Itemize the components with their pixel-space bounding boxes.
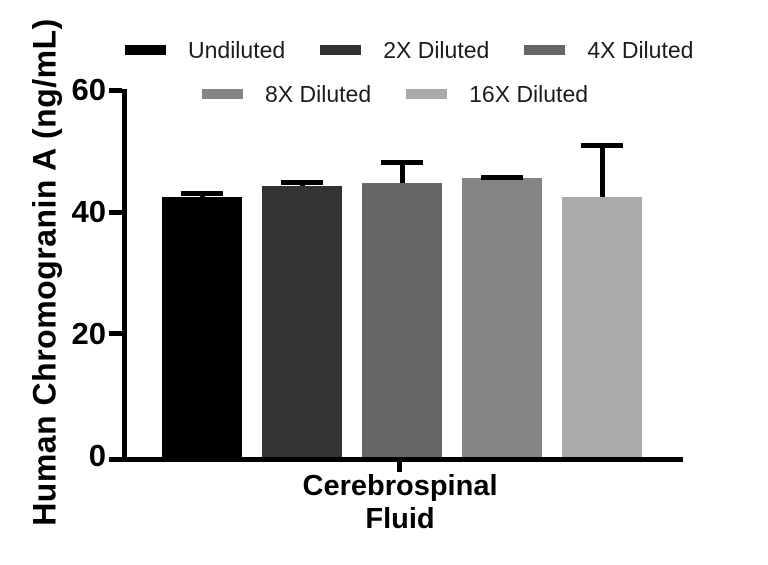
y-tick-mark-40 <box>109 209 122 215</box>
legend-item-8x-diluted: 8X Diluted <box>202 81 371 108</box>
legend-item-4x-diluted: 4X Diluted <box>524 37 693 64</box>
error-bar-cap-2 <box>381 159 423 165</box>
legend-item-2x-diluted: 2X Diluted <box>320 37 489 64</box>
legend-label: 16X Diluted <box>469 80 589 107</box>
legend-swatch-icon <box>524 45 566 55</box>
legend-swatch-icon <box>406 89 448 99</box>
legend-label: 8X Diluted <box>265 80 372 107</box>
legend-swatch-icon <box>202 89 243 99</box>
y-tick-label-40: 40 <box>71 194 106 230</box>
x-category-label: Cerebrospinal Fluid <box>302 470 498 535</box>
y-tick-label-60: 60 <box>71 72 106 108</box>
legend-row-2: 8X Diluted 16X Diluted <box>202 81 623 108</box>
error-bar-cap-3 <box>481 175 523 181</box>
bar-undiluted <box>162 196 242 457</box>
legend-label: 2X Diluted <box>383 36 490 63</box>
y-axis-line <box>122 89 127 462</box>
legend-item-undiluted: Undiluted <box>125 37 285 64</box>
y-tick-mark-20 <box>109 331 122 337</box>
x-axis-category-tick <box>397 462 402 472</box>
error-bar-stem-4 <box>599 143 605 197</box>
bar-4x-diluted <box>362 183 442 457</box>
legend-swatch-icon <box>125 45 166 55</box>
legend-row-1: Undiluted 2X Diluted 4X Diluted <box>125 37 728 64</box>
error-bar-cap-0 <box>181 190 223 196</box>
legend-item-16x-diluted: 16X Diluted <box>406 81 588 108</box>
legend-swatch-icon <box>320 45 362 55</box>
y-tick-label-0: 0 <box>88 437 106 473</box>
y-tick-mark-60 <box>109 87 122 93</box>
bar-8x-diluted <box>462 177 542 457</box>
legend-label: 4X Diluted <box>587 36 694 63</box>
x-axis-line <box>109 457 683 462</box>
error-bar-cap-4 <box>581 143 623 149</box>
legend-label: Undiluted <box>188 36 286 63</box>
bar-2x-diluted <box>262 185 342 457</box>
bar-16x-diluted <box>562 196 642 457</box>
error-bar-cap-1 <box>281 180 323 186</box>
error-bar-stem-2 <box>399 159 405 184</box>
y-tick-label-20: 20 <box>71 315 106 351</box>
